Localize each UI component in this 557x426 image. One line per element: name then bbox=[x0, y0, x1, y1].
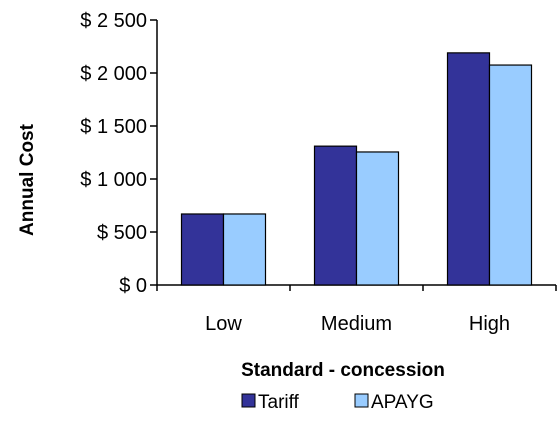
x-tick-label: Medium bbox=[321, 313, 392, 335]
bar-apayg-low bbox=[222, 213, 267, 286]
legend-label-apayg: APAYG bbox=[371, 392, 434, 413]
bar-tariff-medium bbox=[313, 145, 358, 286]
bar-apayg-high bbox=[488, 64, 533, 286]
legend: Tariff APAYG bbox=[241, 392, 434, 413]
bar-apayg-medium bbox=[355, 151, 400, 286]
x-axis: Low Medium High bbox=[156, 284, 557, 335]
y-tick-label: $ 1 500 bbox=[80, 116, 147, 138]
y-tick-label: $ 2 500 bbox=[80, 10, 147, 32]
y-axis-title: Annual Cost bbox=[17, 123, 38, 236]
legend-swatch-tariff bbox=[241, 393, 256, 408]
legend-swatch-apayg bbox=[354, 393, 369, 408]
x-tick-label: Low bbox=[205, 313, 242, 335]
y-tick-label: $ 1 000 bbox=[80, 169, 147, 191]
y-tick-label: $ 2 000 bbox=[80, 63, 147, 85]
x-tick-label: High bbox=[469, 313, 510, 335]
bars bbox=[180, 52, 533, 286]
x-axis-title: Standard - concession bbox=[241, 360, 445, 381]
bar-tariff-low bbox=[180, 213, 225, 286]
y-tick-label: $ 500 bbox=[97, 222, 147, 244]
bar-tariff-high bbox=[446, 52, 491, 286]
y-tick-label: $ 0 bbox=[119, 275, 147, 297]
y-axis: $ 0 $ 500 $ 1 000 $ 1 500 $ 2 000 $ 2 500 bbox=[80, 10, 158, 297]
legend-label-tariff: Tariff bbox=[258, 392, 300, 413]
